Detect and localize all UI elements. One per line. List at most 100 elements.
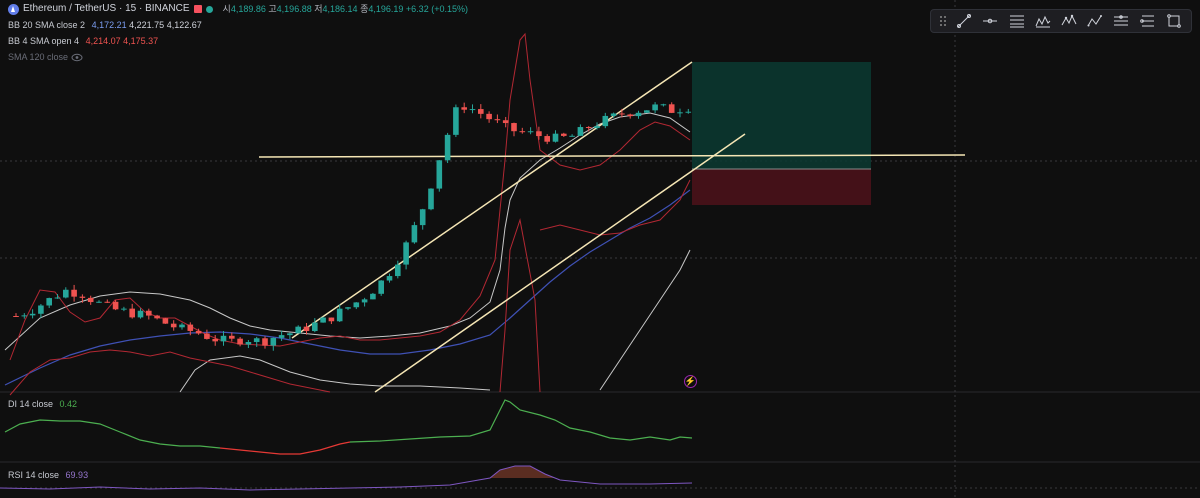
horizontal-ray-tool[interactable] bbox=[981, 12, 999, 30]
bb20-legend[interactable]: BB 20 SMA close 2 4,172.21 4,221.75 4,12… bbox=[8, 19, 202, 31]
rsi-legend[interactable]: RSI 14 close 69.93 bbox=[8, 469, 88, 481]
symbol-legend: Ethereum / TetherUS · 15 · BINANCE 시 4,18… bbox=[8, 3, 468, 15]
candle-body bbox=[585, 127, 592, 129]
rectangle-tool[interactable] bbox=[1165, 12, 1183, 30]
candle-body bbox=[444, 134, 451, 161]
fib-retracement-tool[interactable] bbox=[1008, 12, 1026, 30]
pattern-icon bbox=[1035, 15, 1051, 28]
position-tool[interactable] bbox=[1139, 12, 1157, 30]
candle-body bbox=[79, 296, 86, 298]
position-icon bbox=[1139, 15, 1154, 27]
di-value: 0.42 bbox=[59, 399, 78, 409]
candle-body bbox=[328, 317, 335, 322]
position-stop-zone[interactable] bbox=[692, 169, 871, 205]
horizontal-resistance-line[interactable] bbox=[258, 154, 966, 158]
horizontal-ray-icon bbox=[983, 18, 998, 24]
channel-upper-line[interactable] bbox=[291, 61, 693, 339]
eye-hidden-icon[interactable] bbox=[71, 53, 83, 62]
bb20-value-1: 4,172.21 bbox=[91, 20, 127, 30]
bb20-value-2: 4,221.75 bbox=[129, 20, 165, 30]
candle-body bbox=[104, 301, 111, 303]
trend-line-tool[interactable] bbox=[955, 12, 973, 30]
open-label: 시 bbox=[222, 4, 231, 14]
candle-body bbox=[353, 302, 360, 308]
candle-body bbox=[146, 310, 152, 316]
drawing-toolbar bbox=[930, 9, 1192, 33]
candle-body bbox=[370, 293, 376, 300]
candle-body bbox=[378, 280, 384, 294]
candle-body bbox=[610, 113, 617, 116]
candle-body bbox=[278, 335, 285, 338]
candle-body bbox=[561, 133, 567, 136]
candle-body bbox=[121, 308, 127, 310]
candle-body bbox=[154, 315, 160, 319]
candle-body bbox=[187, 324, 194, 331]
candle-body bbox=[295, 326, 301, 334]
candle-body bbox=[519, 131, 526, 133]
candle-body bbox=[129, 308, 135, 318]
low-label: 저 bbox=[314, 4, 323, 14]
candle-body bbox=[602, 115, 609, 127]
candle-body bbox=[270, 337, 277, 346]
bb4-lower-line-right bbox=[499, 218, 541, 393]
trend-line-icon bbox=[957, 14, 972, 28]
candle-body bbox=[345, 307, 351, 309]
candle-body bbox=[478, 109, 484, 114]
rectangle-icon bbox=[1166, 14, 1181, 28]
di-legend[interactable]: DI 14 close 0.42 bbox=[8, 398, 77, 410]
candle-body bbox=[112, 301, 119, 310]
candle-body bbox=[46, 298, 52, 306]
position-target-zone[interactable] bbox=[692, 62, 871, 169]
candle-body bbox=[619, 113, 625, 115]
candle-body bbox=[511, 123, 517, 132]
candle-body bbox=[237, 338, 243, 345]
candle-body bbox=[461, 107, 467, 110]
lightning-alert-icon[interactable]: ⚡ bbox=[684, 375, 697, 388]
symbol-title[interactable]: Ethereum / TetherUS · 15 · BINANCE bbox=[23, 3, 190, 14]
candle-body bbox=[403, 242, 409, 265]
market-status-dot-icon bbox=[205, 5, 213, 13]
di-name: DI 14 close bbox=[8, 399, 54, 409]
bb4-legend[interactable]: BB 4 SMA open 4 4,214.07 4,175.37 bbox=[8, 35, 158, 47]
candle-body bbox=[54, 297, 61, 299]
candle-body bbox=[569, 135, 575, 137]
candle-body bbox=[419, 209, 426, 226]
candles-group bbox=[13, 102, 692, 351]
candle-body bbox=[204, 333, 210, 339]
candle-body bbox=[336, 308, 343, 322]
sma120-legend[interactable]: SMA 120 close bbox=[8, 51, 83, 63]
candle-body bbox=[87, 297, 94, 303]
low-value: 4,186.14 bbox=[322, 4, 358, 14]
parallel-channel-tool[interactable] bbox=[1112, 12, 1130, 30]
candle-body bbox=[262, 338, 268, 346]
candle-body bbox=[668, 104, 675, 113]
candle-body bbox=[635, 112, 642, 117]
candle-body bbox=[594, 126, 600, 129]
drag-handle-icon[interactable] bbox=[939, 14, 947, 28]
abcd-tool[interactable] bbox=[1086, 12, 1104, 30]
elliott-wave-tool[interactable] bbox=[1060, 12, 1078, 30]
candle-body bbox=[453, 107, 459, 135]
abcd-icon bbox=[1087, 15, 1103, 27]
candle-body bbox=[96, 301, 102, 303]
candle-body bbox=[486, 113, 492, 120]
bb4-value-2: 4,175.37 bbox=[123, 36, 159, 46]
di-positive-line-right bbox=[349, 399, 693, 443]
candle-body bbox=[627, 114, 633, 117]
bb4-name: BB 4 SMA open 4 bbox=[8, 36, 80, 46]
candle-body bbox=[312, 322, 318, 332]
candle-body bbox=[361, 299, 368, 303]
channel-lower-line[interactable] bbox=[374, 133, 746, 393]
candle-body bbox=[13, 316, 19, 317]
bb20-lower-line bbox=[179, 355, 491, 393]
candle-body bbox=[502, 120, 509, 124]
flag-icon[interactable] bbox=[193, 5, 202, 13]
fib-retracement-icon bbox=[1009, 15, 1024, 28]
candle-body bbox=[386, 276, 393, 281]
pattern-tool[interactable] bbox=[1034, 12, 1052, 30]
ethereum-logo-icon bbox=[8, 3, 19, 15]
candle-body bbox=[411, 225, 418, 243]
candle-body bbox=[527, 131, 534, 133]
candle-body bbox=[436, 160, 443, 189]
